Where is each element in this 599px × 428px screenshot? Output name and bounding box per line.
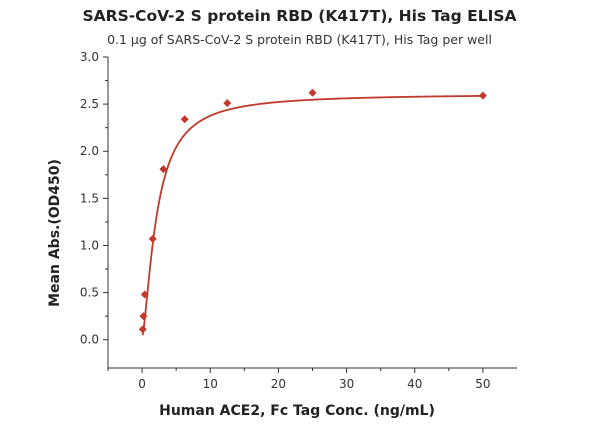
x-tick-label: 30: [339, 377, 354, 391]
data-points: [138, 88, 487, 334]
fit-curve: [141, 95, 483, 336]
x-tick-label: 0: [138, 377, 146, 391]
data-point: [478, 91, 487, 100]
y-axis-ticks: 0.0 0.5 1.0 1.5 2.0 2.5 3.0: [80, 50, 108, 347]
x-tick-label: 50: [475, 377, 490, 391]
data-point: [159, 165, 168, 174]
y-tick-label: 3.0: [80, 50, 99, 64]
y-axis-label: Mean Abs.(OD450): [47, 159, 63, 307]
y-tick-label: 2.5: [80, 97, 99, 111]
y-tick-label: 1.0: [80, 238, 99, 252]
chart-subtitle: 0.1 μg of SARS-CoV-2 S protein RBD (K417…: [107, 32, 492, 47]
x-tick-label: 20: [271, 377, 286, 391]
x-tick-label: 40: [407, 377, 422, 391]
data-point: [308, 88, 317, 97]
data-point: [180, 115, 189, 124]
y-tick-label: 2.0: [80, 144, 99, 158]
x-axis-label: Human ACE2, Fc Tag Conc. (ng/mL): [159, 403, 435, 419]
axes: [107, 57, 517, 369]
data-point: [138, 325, 147, 334]
data-point: [140, 290, 149, 299]
chart-title: SARS-CoV-2 S protein RBD (K417T), His Ta…: [82, 7, 517, 25]
y-tick-label: 0.5: [80, 286, 99, 300]
y-tick-label: 1.5: [80, 191, 99, 205]
data-point: [148, 234, 157, 243]
x-axis-ticks: 0 10 20 30 40 50: [107, 368, 491, 391]
y-tick-label: 0.0: [80, 333, 99, 347]
fit-curve-group: [141, 95, 483, 336]
data-point: [223, 99, 232, 108]
x-tick-label: 10: [203, 377, 218, 391]
data-point: [139, 312, 148, 321]
